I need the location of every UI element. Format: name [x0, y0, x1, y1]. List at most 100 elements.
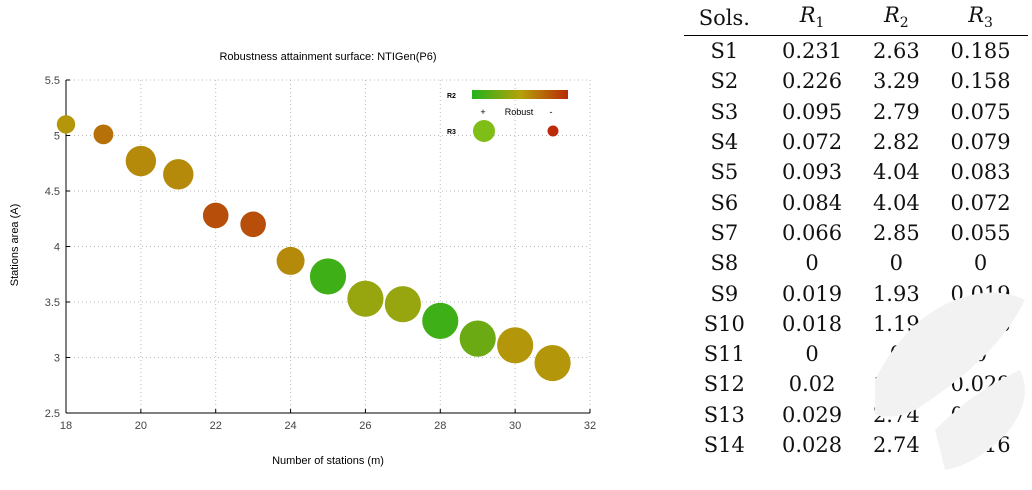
value-cell: 0.072	[782, 130, 843, 155]
y-tick-label: 3.5	[45, 297, 60, 309]
value-cell: 0	[973, 342, 988, 367]
data-point	[93, 124, 114, 145]
x-tick-label: 30	[509, 420, 521, 432]
legend-r3-small-marker	[547, 125, 559, 137]
solution-cell: S9	[710, 281, 739, 306]
solution-cell: S4	[710, 130, 739, 155]
solution-cell: S10	[703, 311, 745, 336]
solution-cell: S7	[710, 220, 739, 245]
data-point	[422, 302, 459, 339]
table-row: S7 0.066 2.85 0.055	[684, 218, 1028, 248]
solution-cell: S14	[703, 433, 745, 457]
x-tick-label: 26	[359, 420, 371, 432]
value-cell: 0.072	[950, 190, 1011, 215]
data-point	[163, 159, 194, 190]
results-table-wrap: Sols. R1 R2 R3 S1 0.231 2.63 0.185 S2 0.226 3.…	[684, 0, 1028, 460]
value-cell: 0.017	[950, 402, 1011, 427]
data-point	[309, 258, 347, 295]
chart-svg: Robustness attainment surface: NTIGen(P6…	[9, 51, 596, 467]
solution-cell: S5	[710, 160, 739, 185]
x-tick-label: 32	[584, 420, 596, 432]
table-row: S6 0.084 4.04 0.072	[684, 187, 1028, 217]
y-tick-label: 3	[54, 353, 60, 365]
table-row: S2 0.226 3.29 0.158	[684, 66, 1028, 96]
value-cell: 0.016	[950, 433, 1011, 457]
value-cell: 0	[889, 342, 904, 367]
solution-cell: S6	[710, 190, 739, 215]
value-cell: 0.158	[950, 69, 1011, 94]
value-cell: 0.066	[782, 220, 843, 245]
y-tick-labels: 2.5 3 3.5 4 4.5 5 5.5	[45, 75, 60, 420]
table-row: S3 0.095 2.79 0.075	[684, 97, 1028, 127]
x-tick-label: 24	[284, 420, 296, 432]
legend-plus: +	[480, 107, 485, 117]
table-body: S1 0.231 2.63 0.185 S2 0.226 3.29 0.158 S3 0.095 2…	[684, 36, 1028, 461]
header-r3: R3	[968, 3, 993, 32]
legend-r2-gradient	[472, 90, 568, 99]
value-cell: 0.185	[950, 39, 1011, 64]
x-tick-label: 20	[135, 420, 147, 432]
legend-r2-label: R2	[447, 93, 456, 100]
legend-robust-label: Robust	[505, 107, 534, 117]
value-cell: 0.055	[950, 220, 1011, 245]
header-r2: R2	[883, 3, 909, 32]
data-point	[276, 246, 305, 275]
y-tick-label: 4.5	[45, 186, 60, 198]
data-point	[240, 211, 266, 238]
value-cell: 1.93	[872, 281, 920, 306]
solution-cell: S3	[710, 99, 739, 124]
value-cell: 0.02	[788, 372, 836, 397]
value-cell: 0.029	[950, 372, 1011, 397]
data-point	[534, 344, 571, 382]
y-tick-label: 5.5	[45, 75, 60, 87]
chart-axes	[65, 79, 591, 414]
legend-r3-label: R3	[447, 129, 456, 136]
y-tick-label: 5	[54, 131, 60, 143]
data-point	[459, 320, 496, 357]
value-cell: 4.04	[872, 190, 920, 215]
value-cell: 2.74	[872, 433, 920, 457]
solution-cell: S1	[710, 39, 739, 64]
results-table: Sols. R1 R2 R3 S1 0.231 2.63 0.185 S2 0.226 3.…	[684, 0, 1028, 460]
value-cell: 0.093	[782, 160, 843, 185]
solution-cell: S11	[703, 342, 745, 367]
header-sols: Sols.	[698, 5, 750, 30]
value-cell: 0.019	[782, 281, 843, 306]
data-point	[497, 327, 534, 364]
table-row: S11 0 0 0	[684, 339, 1028, 369]
value-cell: 3.29	[872, 69, 920, 94]
value-cell: 0	[805, 251, 819, 276]
table-row: S8 0 0 0	[684, 248, 1028, 278]
y-tick-label: 4	[54, 242, 60, 254]
value-cell: 0.095	[782, 99, 843, 124]
table-row: S4 0.072 2.82 0.079	[684, 127, 1028, 157]
value-cell: 0.018	[782, 311, 843, 336]
solution-cell: S8	[710, 251, 739, 276]
data-points	[56, 115, 571, 382]
value-cell: 2.79	[872, 99, 920, 124]
value-cell: 0	[889, 251, 904, 276]
value-cell: 0.084	[782, 190, 843, 215]
value-cell: 0.028	[782, 433, 843, 457]
value-cell: 0.029	[782, 402, 843, 427]
table-header-row: Sols. R1 R2 R3	[684, 0, 1028, 36]
value-cell: 0	[973, 251, 988, 276]
table-row: S9 0.019 1.93 0.019	[684, 278, 1028, 308]
value-cell: 1.36	[872, 372, 920, 397]
table-row: S12 0.02 1.36 0.029	[684, 369, 1028, 399]
legend-r3-large-marker	[473, 120, 495, 142]
chart-legend: R2 + Robust - R3	[447, 90, 568, 142]
chart-title: Robustness attainment surface: NTIGen(P6…	[219, 51, 436, 63]
value-cell: 2.82	[872, 130, 920, 155]
value-cell: 0	[805, 342, 819, 367]
data-point	[347, 280, 384, 317]
value-cell: 4.04	[872, 160, 920, 185]
solution-cell: S13	[703, 402, 745, 427]
y-axis-label: Stations area (A)	[9, 204, 21, 287]
table-row: S5 0.093 4.04 0.083	[684, 157, 1028, 187]
value-cell: 2.74	[872, 402, 920, 427]
value-cell: 2.63	[872, 39, 920, 64]
y-tick-label: 2.5	[45, 408, 60, 420]
data-point	[384, 286, 421, 323]
solution-cell: S2	[710, 69, 739, 94]
